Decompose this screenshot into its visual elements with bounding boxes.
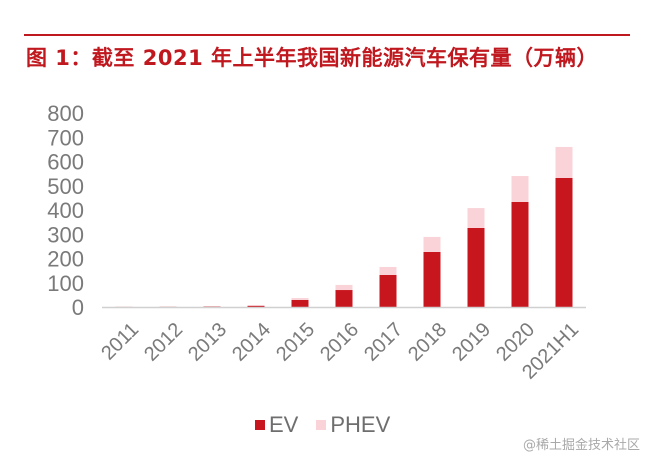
bar-ev-2016 [335, 290, 353, 307]
x-axis-labels: 2011201220132014201520162017201820192020… [97, 319, 583, 384]
y-tick-label: 500 [47, 174, 84, 199]
y-tick-label: 0 [72, 295, 84, 320]
bar-ev-2021h1 [555, 177, 573, 307]
bar-ev-2015 [291, 299, 309, 307]
y-tick-label: 700 [47, 125, 84, 150]
bar-phev-2021h1 [555, 146, 573, 178]
bar-phev-2020 [511, 176, 529, 202]
bar-ev-2018 [423, 251, 441, 307]
bar-phev-2016 [335, 284, 353, 291]
x-tick-label: 2012 [140, 319, 187, 366]
legend-label-ev: EV [269, 412, 299, 437]
x-tick-label: 2014 [228, 319, 275, 366]
x-tick-label: 2015 [272, 319, 319, 366]
x-tick-label: 2013 [184, 319, 231, 366]
y-tick-label: 400 [47, 198, 84, 223]
chart-title: 图 1：截至 2021 年上半年我国新能源汽车保有量（万辆） [26, 46, 598, 70]
legend-item-ev: EV [255, 412, 298, 438]
y-tick-label: 600 [47, 150, 84, 175]
legend-label-phev: PHEV [330, 412, 391, 437]
bar-phev-2014 [247, 305, 265, 306]
x-tick-label: 2011 [97, 319, 143, 365]
bar-ev-2020 [511, 201, 529, 307]
bars [115, 146, 573, 307]
y-tick-label: 200 [47, 247, 84, 272]
x-tick-label: 2018 [404, 319, 451, 366]
bar-phev-2017 [379, 266, 397, 275]
y-tick-label: 300 [47, 222, 84, 247]
y-tick-label: 800 [47, 101, 84, 126]
legend-item-phev: PHEV [316, 412, 390, 438]
watermark: @稀土掘金技术社区 [522, 438, 640, 453]
bar-ev-2017 [379, 274, 397, 307]
bar-ev-2014 [247, 305, 265, 307]
x-tick-label: 2016 [316, 319, 363, 366]
bar-phev-2015 [291, 298, 309, 300]
y-tick-label: 100 [47, 271, 84, 296]
x-tick-label: 2019 [448, 319, 495, 366]
bar-ev-2019 [467, 227, 485, 307]
legend-swatch-phev [316, 420, 327, 430]
bar-phev-2018 [423, 236, 441, 252]
legend-swatch-ev [255, 420, 265, 430]
legend: EV PHEV [255, 412, 408, 438]
bar-phev-2019 [467, 208, 485, 228]
title-rule [24, 34, 630, 36]
x-tick-label: 2017 [360, 319, 407, 366]
